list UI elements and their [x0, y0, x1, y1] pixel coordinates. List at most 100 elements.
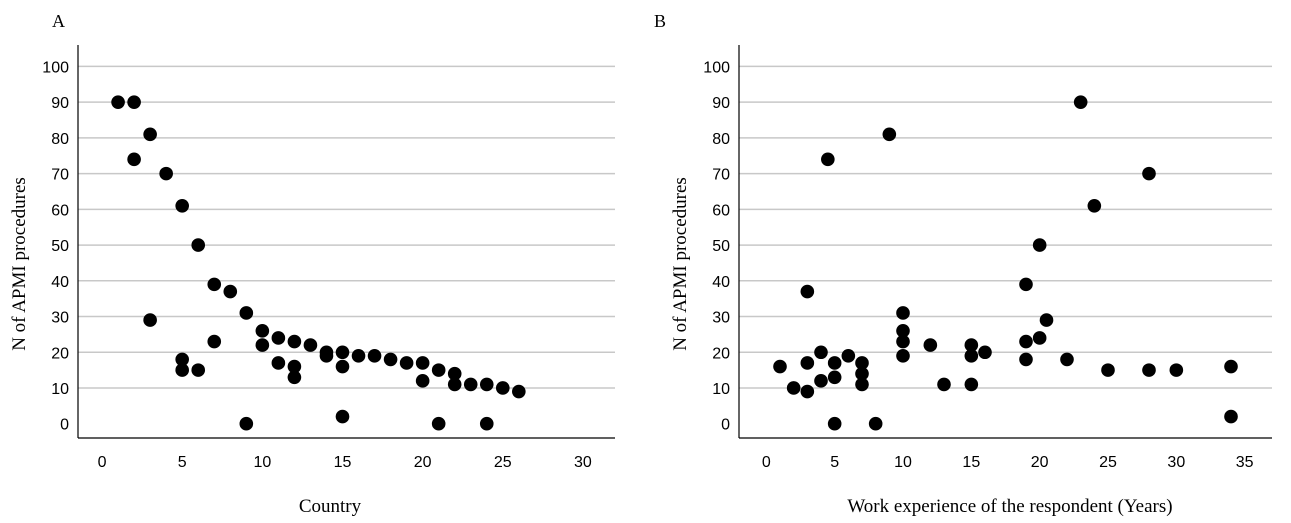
- panel-b-y-tick-label: 50: [712, 238, 730, 255]
- panel-b-data-point: [855, 356, 869, 370]
- panel-a-y-tick-label: 40: [51, 274, 69, 291]
- panel-b-data-point: [1032, 238, 1047, 252]
- panel-b-data-point: [773, 359, 787, 374]
- panel-b-data-point: [882, 127, 897, 142]
- panel-a-data-point: [191, 238, 206, 252]
- panel-a-data-point: [159, 166, 173, 181]
- panel-a-data-point: [271, 331, 286, 345]
- panel-a-data-point: [111, 95, 125, 109]
- panel-b-data-point: [937, 377, 951, 392]
- panel-a-y-tick-label: 90: [51, 95, 69, 112]
- panel-a-data-point: [335, 359, 350, 374]
- panel-a-data-point: [287, 334, 302, 349]
- panel-a-x-tick-label: 10: [253, 454, 271, 471]
- panel-a-data-point: [431, 363, 446, 377]
- panel-a-data-point: [287, 370, 302, 385]
- panel-a-data-point: [175, 363, 189, 377]
- panel-a-x-tick-label: 30: [574, 454, 592, 471]
- panel-b-data-point: [855, 366, 869, 381]
- panel-a-data-point: [143, 313, 157, 327]
- panel-b-x-tick-label: 35: [1236, 454, 1254, 471]
- panel-a-y-axis-title: N of APMI procedures: [9, 177, 30, 351]
- panel-b-data-point: [821, 152, 835, 167]
- panel-b-data-point: [814, 345, 828, 360]
- panel-a-data-point: [367, 349, 382, 363]
- panel-a-y-tick-label: 50: [51, 238, 69, 255]
- panel-b-x-axis-title: Work experience of the respondent (Years…: [847, 496, 1172, 517]
- panel-b-data-point: [841, 349, 856, 363]
- panel-b-data-point: [1060, 352, 1074, 367]
- panel-b-data-point: [923, 338, 938, 352]
- panel-b-x-tick-label: 20: [1031, 454, 1049, 471]
- panel-b-x-tick-label: 25: [1099, 454, 1117, 471]
- panel-b-data-point: [1087, 198, 1102, 213]
- panel-a-x-axis-title: Country: [299, 496, 362, 517]
- panel-b-data-point: [1142, 166, 1156, 181]
- panel-a-data-point: [207, 277, 222, 292]
- panel-a-data-point: [255, 338, 270, 352]
- panel-a-data-point: [239, 306, 254, 320]
- panel-a-data-point: [319, 349, 334, 363]
- panel-b-data-point: [1224, 409, 1238, 424]
- panel-a-data-point: [127, 95, 141, 109]
- panel-a-data-point: [512, 384, 526, 399]
- panel-a-data-point: [463, 377, 478, 392]
- panel-a-data-point: [335, 345, 350, 360]
- panel-b-x-tick-label: 5: [830, 454, 839, 471]
- panel-b-data-point: [896, 349, 910, 363]
- panel-b-x-tick-label: 30: [1167, 454, 1185, 471]
- panel-a-x-tick-label: 5: [178, 454, 187, 471]
- panel-a-data-point: [479, 377, 494, 392]
- panel-a-data-point: [239, 416, 254, 431]
- panel-b-y-tick-label: 90: [712, 95, 730, 112]
- panel-b-data-point: [800, 284, 815, 299]
- panel-b-y-tick-label: 60: [712, 202, 730, 219]
- panel-a-data-point: [335, 409, 350, 424]
- panel-a-data-point: [351, 349, 366, 363]
- panel-a-data-point: [175, 198, 189, 213]
- panel-b-data-point: [1032, 331, 1047, 345]
- panel-b-data-point: [1019, 277, 1033, 292]
- panel-b-data-point: [896, 306, 910, 320]
- panel-a-data-point: [415, 374, 430, 388]
- panel-a-data-point: [415, 356, 430, 370]
- panel-b-y-tick-label: 100: [703, 59, 730, 76]
- panel-a-y-tick-label: 10: [51, 381, 69, 398]
- panel-b-y-tick-label: 80: [712, 131, 730, 148]
- panel-b-y-tick-label: 40: [712, 274, 730, 291]
- panel-a-data-point: [127, 152, 141, 167]
- panel-b-x-tick-label: 0: [762, 454, 771, 471]
- panel-a-y-tick-label: 0: [60, 417, 69, 434]
- panel-b-data-point: [1039, 313, 1054, 327]
- panel-a-data-point: [447, 377, 462, 392]
- panel-b-x-tick-label: 10: [894, 454, 912, 471]
- panel-a-data-point: [143, 127, 157, 142]
- panel-a-data-point: [287, 359, 302, 374]
- panel-b-data-point: [827, 370, 842, 385]
- panel-a-data-point: [303, 338, 318, 352]
- panel-b-data-point: [786, 381, 801, 395]
- panel-b-data-point: [978, 345, 992, 360]
- panel-a-data-point: [479, 416, 494, 431]
- panel-b-data-point: [800, 356, 815, 370]
- panel-a-data-point: [271, 356, 286, 370]
- panel-b-data-point: [827, 356, 842, 370]
- panel-b-y-tick-label: 0: [721, 417, 730, 434]
- panel-b-data-point: [800, 384, 815, 399]
- panel-a: A 0 10 20 30 40 50 60 70 80 90 100 0 5 10 15 20 25 30 Co…: [9, 11, 615, 517]
- panel-a-y-tick-label: 70: [51, 167, 69, 184]
- panel-a-y-tick-label: 80: [51, 131, 69, 148]
- panel-a-label: A: [52, 11, 65, 31]
- panel-b-data-point: [896, 324, 910, 338]
- panel-b-data-point: [855, 377, 869, 392]
- panel-a-x-tick-label: 0: [98, 454, 107, 471]
- panel-a-x-tick-label: 25: [494, 454, 512, 471]
- panel-b-y-tick-label: 70: [712, 167, 730, 184]
- panel-b-y-tick-label: 30: [712, 310, 730, 327]
- panel-b-data-point: [868, 416, 883, 431]
- panel-b-data-point: [1101, 363, 1115, 377]
- panel-b-data-point: [1019, 352, 1033, 367]
- panel-a-data-point: [175, 352, 189, 367]
